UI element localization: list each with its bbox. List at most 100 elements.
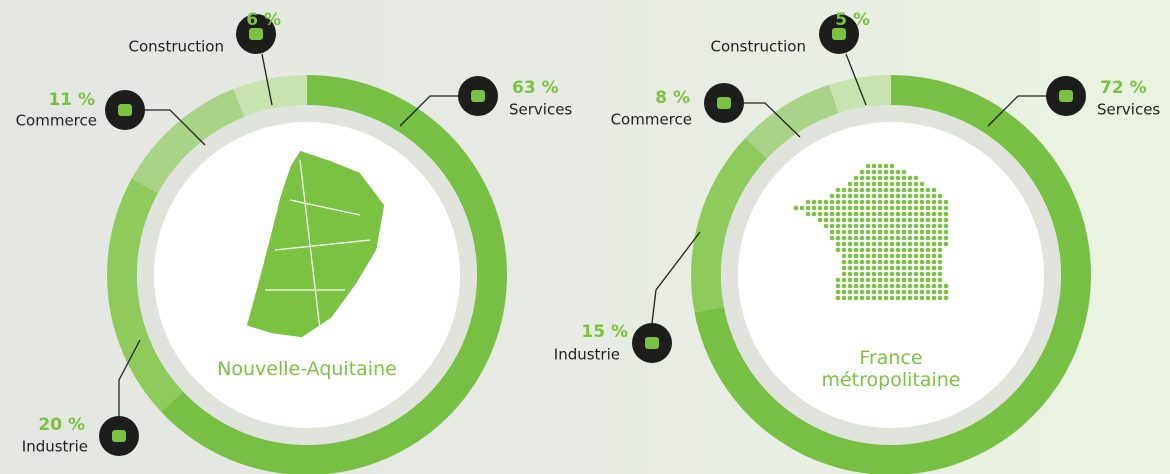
map-dot bbox=[859, 235, 865, 241]
map-dot bbox=[913, 199, 919, 205]
map-dot bbox=[937, 205, 943, 211]
map-dot bbox=[829, 211, 835, 217]
map-dot bbox=[865, 247, 871, 253]
map-dot bbox=[907, 193, 913, 199]
map-dot bbox=[853, 259, 859, 265]
value-label: 8 % bbox=[655, 88, 690, 108]
map-dot bbox=[865, 235, 871, 241]
map-dot bbox=[919, 289, 925, 295]
map-dot bbox=[895, 289, 901, 295]
map-dot bbox=[883, 253, 889, 259]
legend-label: Commerce bbox=[16, 112, 97, 130]
map-dot bbox=[943, 289, 949, 295]
map-dot bbox=[835, 211, 841, 217]
france-map bbox=[793, 163, 949, 301]
icon-glyph bbox=[471, 90, 485, 102]
map-dot bbox=[847, 229, 853, 235]
map-dot bbox=[853, 211, 859, 217]
map-dot bbox=[901, 265, 907, 271]
map-dot bbox=[871, 229, 877, 235]
map-dot bbox=[901, 241, 907, 247]
map-dot bbox=[925, 205, 931, 211]
map-dot bbox=[901, 205, 907, 211]
map-dot bbox=[877, 205, 883, 211]
icon-glyph bbox=[832, 28, 846, 40]
map-dot bbox=[901, 253, 907, 259]
map-dot bbox=[889, 199, 895, 205]
map-dot bbox=[835, 229, 841, 235]
map-dot bbox=[901, 211, 907, 217]
map-dot bbox=[877, 223, 883, 229]
map-dot bbox=[853, 295, 859, 301]
map-dot bbox=[823, 199, 829, 205]
map-dot bbox=[835, 247, 841, 253]
map-dot bbox=[907, 181, 913, 187]
map-dot bbox=[913, 193, 919, 199]
map-dot bbox=[913, 241, 919, 247]
map-dot bbox=[847, 187, 853, 193]
map-dot bbox=[889, 163, 895, 169]
map-dot bbox=[865, 187, 871, 193]
map-dot bbox=[895, 253, 901, 259]
map-dot bbox=[823, 211, 829, 217]
map-dot bbox=[937, 271, 943, 277]
map-dot bbox=[889, 187, 895, 193]
map-dot bbox=[883, 247, 889, 253]
donut-segment bbox=[745, 84, 839, 159]
map-dot bbox=[835, 223, 841, 229]
map-dot bbox=[883, 265, 889, 271]
map-dot bbox=[913, 187, 919, 193]
map-dot bbox=[901, 235, 907, 241]
map-dot bbox=[871, 199, 877, 205]
map-dot bbox=[889, 193, 895, 199]
map-dot bbox=[865, 283, 871, 289]
map-dot bbox=[889, 283, 895, 289]
map-dot bbox=[847, 253, 853, 259]
map-dot bbox=[919, 259, 925, 265]
map-dot bbox=[859, 199, 865, 205]
icon-glyph bbox=[118, 104, 132, 116]
map-dot bbox=[841, 223, 847, 229]
map-dot bbox=[895, 193, 901, 199]
map-dot bbox=[895, 211, 901, 217]
map-dot bbox=[919, 247, 925, 253]
map-dot bbox=[937, 241, 943, 247]
map-dot bbox=[913, 175, 919, 181]
map-dot bbox=[919, 223, 925, 229]
map-dot bbox=[895, 169, 901, 175]
map-dot bbox=[913, 295, 919, 301]
legend-label: Industrie bbox=[554, 346, 620, 364]
map-dot bbox=[907, 187, 913, 193]
map-dot bbox=[853, 193, 859, 199]
donut-segment bbox=[161, 75, 508, 474]
leader-line bbox=[845, 53, 867, 106]
map-dot bbox=[889, 223, 895, 229]
map-dot bbox=[889, 229, 895, 235]
map-dot bbox=[919, 253, 925, 259]
map-dot bbox=[829, 229, 835, 235]
map-dot bbox=[847, 283, 853, 289]
map-dot bbox=[913, 289, 919, 295]
map-dot bbox=[877, 271, 883, 277]
map-dot bbox=[919, 265, 925, 271]
map-dot bbox=[835, 187, 841, 193]
map-dot bbox=[925, 295, 931, 301]
map-dot bbox=[937, 277, 943, 283]
map-dot bbox=[925, 235, 931, 241]
map-dot bbox=[889, 211, 895, 217]
map-dot bbox=[883, 295, 889, 301]
legend-label: Construction bbox=[128, 38, 224, 56]
map-dot bbox=[829, 217, 835, 223]
map-dot bbox=[883, 187, 889, 193]
map-dot bbox=[895, 181, 901, 187]
map-dot bbox=[877, 193, 883, 199]
map-dot bbox=[865, 193, 871, 199]
value-label: 15 % bbox=[581, 322, 628, 342]
map-dot bbox=[853, 277, 859, 283]
map-dot bbox=[841, 193, 847, 199]
map-dot bbox=[931, 223, 937, 229]
map-dot bbox=[889, 169, 895, 175]
map-dot bbox=[907, 199, 913, 205]
map-dot bbox=[889, 259, 895, 265]
map-dot bbox=[937, 289, 943, 295]
